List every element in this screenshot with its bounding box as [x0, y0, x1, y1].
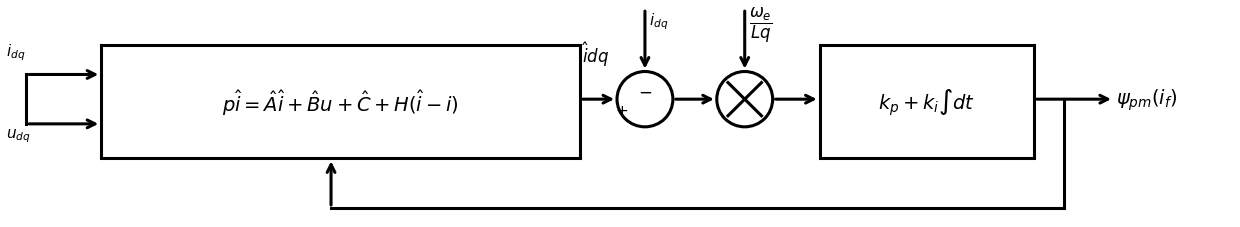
Bar: [102, 46, 580, 159]
Text: $u_{dq}$: $u_{dq}$: [6, 127, 31, 145]
Text: $+$: $+$: [615, 103, 629, 118]
Text: $i_{dq}$: $i_{dq}$: [6, 42, 26, 62]
Circle shape: [717, 72, 773, 127]
Text: $k_p+k_i\int dt$: $k_p+k_i\int dt$: [878, 87, 976, 117]
Text: $p\hat{i}=\hat{A}\hat{i}+\hat{B}u+\hat{C}+H(\hat{i}-i)$: $p\hat{i}=\hat{A}\hat{i}+\hat{B}u+\hat{C…: [222, 87, 459, 117]
Bar: [820, 46, 1034, 159]
Text: $\dfrac{\omega_e}{Lq}$: $\dfrac{\omega_e}{Lq}$: [749, 5, 773, 44]
Text: $-$: $-$: [637, 82, 652, 100]
Circle shape: [618, 72, 673, 127]
Text: $i_{dq}$: $i_{dq}$: [649, 11, 668, 32]
Text: $\hat{i}dq$: $\hat{i}dq$: [582, 40, 609, 68]
Text: $\psi_{pm}\left(i_f\right)$: $\psi_{pm}\left(i_f\right)$: [1116, 87, 1178, 112]
